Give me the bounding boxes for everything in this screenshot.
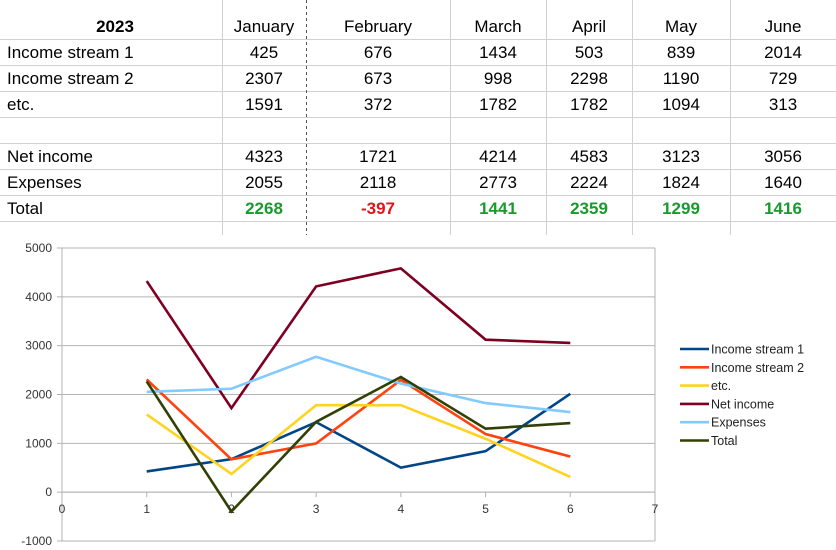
month-header-march[interactable]: March <box>474 17 522 36</box>
table-cell[interactable]: 2773 <box>479 173 517 192</box>
series-line-income-stream-1[interactable] <box>146 392 572 473</box>
total-cell[interactable]: -397 <box>360 199 396 218</box>
x-tick-label: 3 <box>313 502 320 516</box>
total-cell[interactable]: 1416 <box>764 199 802 218</box>
table-cell[interactable]: 1190 <box>662 69 700 88</box>
month-header-june[interactable]: June <box>764 17 802 36</box>
table-cell[interactable]: 503 <box>574 43 604 62</box>
x-tick-label: 0 <box>59 502 66 516</box>
table-cell[interactable]: 2298 <box>570 69 608 88</box>
series-line-etc[interactable] <box>145 403 571 479</box>
table-cell[interactable]: 2055 <box>245 173 283 192</box>
table-cell[interactable]: 1094 <box>662 95 700 114</box>
table-cell[interactable]: 4214 <box>479 147 517 166</box>
table-cell[interactable]: 2224 <box>570 173 608 192</box>
table-cell[interactable]: 998 <box>483 69 513 88</box>
legend-label[interactable]: Net income <box>711 397 774 411</box>
legend-label[interactable]: Expenses <box>711 416 766 430</box>
total-cell[interactable]: 2359 <box>570 199 608 218</box>
y-tick-label: 5000 <box>25 241 52 255</box>
x-tick-label: 4 <box>398 502 405 516</box>
table-cell[interactable]: 2118 <box>359 173 397 192</box>
x-tick-label: 6 <box>567 502 574 516</box>
y-tick-label: 1000 <box>25 436 52 450</box>
row-label[interactable]: Income stream 1 <box>7 43 134 62</box>
legend-label[interactable]: Income stream 1 <box>711 343 804 357</box>
series-line-income-stream-2[interactable] <box>145 378 571 461</box>
row-label[interactable]: Income stream 2 <box>7 69 134 88</box>
table-cell[interactable]: 1721 <box>359 147 397 166</box>
y-tick-label: 4000 <box>25 290 52 304</box>
table-cell[interactable]: 3123 <box>662 147 700 166</box>
legend-label[interactable]: Total <box>711 434 737 448</box>
x-tick-label: 5 <box>482 502 489 516</box>
table-cell[interactable]: 2014 <box>764 43 802 62</box>
table-cell[interactable]: 1640 <box>764 173 802 192</box>
row-label[interactable]: etc. <box>7 95 35 114</box>
x-tick-label: 2 <box>228 502 235 516</box>
table-cell[interactable]: 3056 <box>764 147 802 166</box>
line-chart[interactable]: -1000 0 1000 2000 3000 4000 5000 0 1 2 3 4 5 6 7 Income… <box>0 235 836 550</box>
legend-label[interactable]: Income stream 2 <box>711 361 804 375</box>
table-cell[interactable]: 839 <box>666 43 696 62</box>
series-line-total[interactable] <box>145 375 571 514</box>
month-header-april[interactable]: April <box>571 17 606 36</box>
series-line-net-income[interactable] <box>145 266 571 411</box>
table-cell[interactable]: 1824 <box>662 173 700 192</box>
table-cell[interactable]: 2307 <box>245 69 283 88</box>
table-cell[interactable]: 676 <box>363 43 393 62</box>
table-cell[interactable]: 1434 <box>479 43 517 62</box>
table-cell[interactable]: 1782 <box>479 95 517 114</box>
x-tick-label: 1 <box>143 502 150 516</box>
table-cell[interactable]: 1591 <box>245 95 283 114</box>
month-header-may[interactable]: May <box>664 17 698 36</box>
x-tick-label: 7 <box>652 502 659 516</box>
row-label[interactable]: Net income <box>7 147 93 166</box>
y-tick-label: -1000 <box>21 534 52 548</box>
month-header-february[interactable]: February <box>343 17 413 36</box>
series-line-expenses[interactable] <box>146 355 571 414</box>
table-cell[interactable]: 673 <box>363 69 393 88</box>
table-cell[interactable]: 372 <box>363 95 393 114</box>
row-label[interactable]: Expenses <box>7 173 82 192</box>
table-cell[interactable]: 4323 <box>245 147 283 166</box>
row-label[interactable]: Total <box>7 199 43 218</box>
legend-label[interactable]: etc. <box>711 379 731 393</box>
chart-background <box>0 235 836 550</box>
y-tick-label: 2000 <box>25 388 52 402</box>
year-header[interactable]: 2023 <box>96 17 134 36</box>
table-cell[interactable]: 313 <box>768 95 798 114</box>
total-cell[interactable]: 2268 <box>245 199 283 218</box>
table-cell[interactable]: 4583 <box>570 147 608 166</box>
table-cell[interactable]: 729 <box>768 69 798 88</box>
y-tick-label: 0 <box>45 485 52 499</box>
total-cell[interactable]: 1441 <box>479 199 517 218</box>
month-header-january[interactable]: January <box>233 17 295 36</box>
total-cell[interactable]: 1299 <box>662 199 700 218</box>
table-cell[interactable]: 1782 <box>570 95 608 114</box>
y-tick-label: 3000 <box>25 339 52 353</box>
table-cell[interactable]: 425 <box>249 43 279 62</box>
